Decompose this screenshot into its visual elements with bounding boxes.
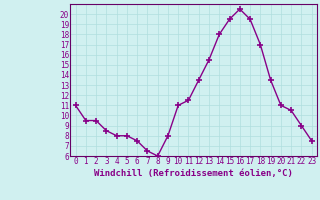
X-axis label: Windchill (Refroidissement éolien,°C): Windchill (Refroidissement éolien,°C) — [94, 169, 293, 178]
